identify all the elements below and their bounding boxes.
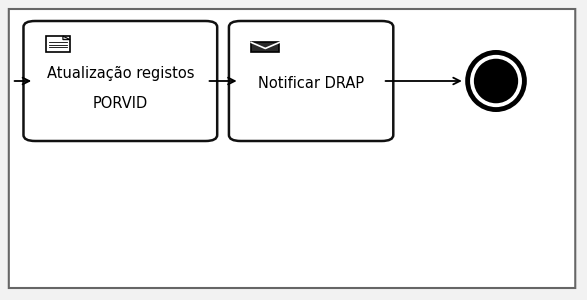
Text: PORVID: PORVID (93, 96, 148, 111)
Ellipse shape (474, 59, 518, 103)
Polygon shape (63, 36, 70, 40)
FancyBboxPatch shape (9, 9, 575, 288)
FancyBboxPatch shape (23, 21, 217, 141)
FancyBboxPatch shape (229, 21, 393, 141)
FancyBboxPatch shape (251, 42, 279, 52)
Ellipse shape (465, 51, 527, 111)
FancyBboxPatch shape (46, 36, 70, 52)
Ellipse shape (468, 52, 524, 110)
Text: Atualização registos: Atualização registos (46, 66, 194, 81)
Text: Notificar DRAP: Notificar DRAP (258, 76, 364, 92)
